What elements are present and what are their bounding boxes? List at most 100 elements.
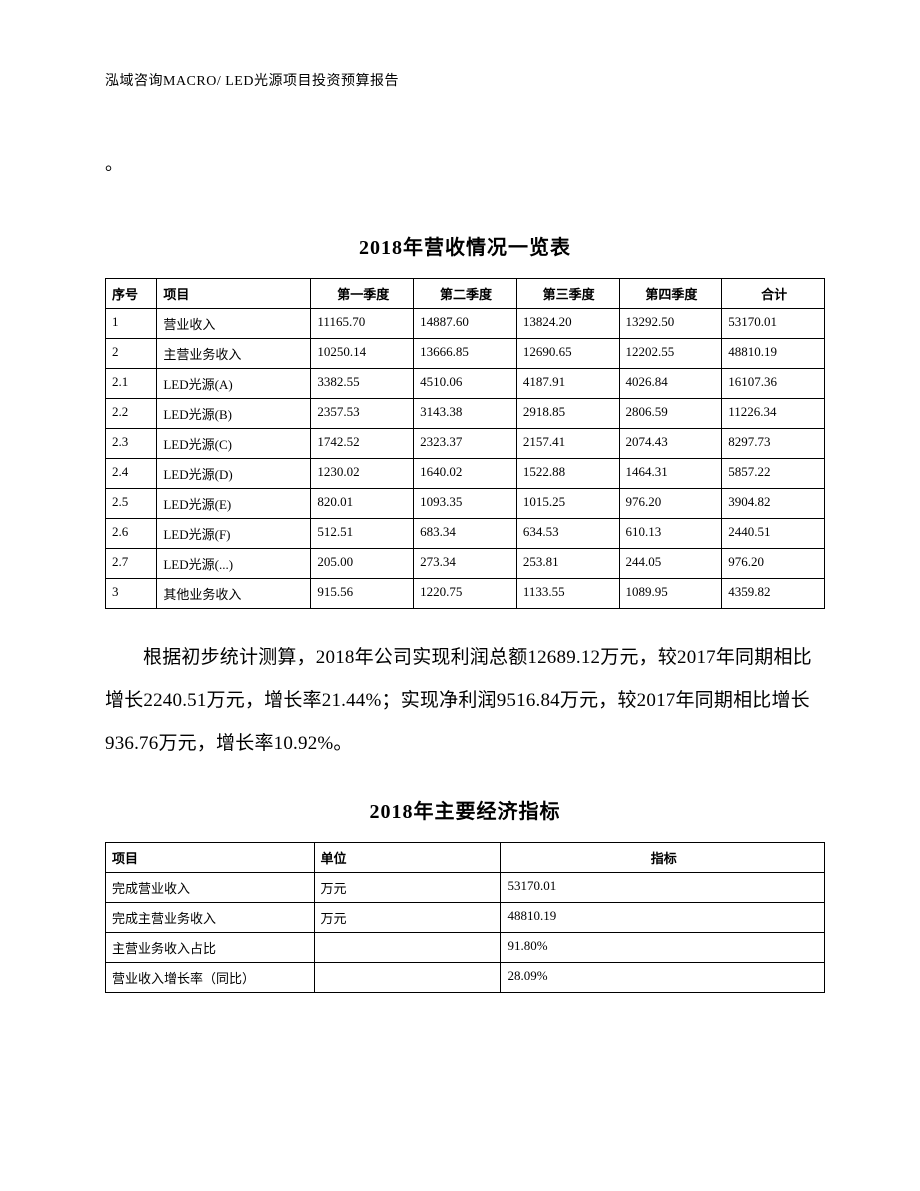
cell: 253.81 bbox=[516, 549, 619, 579]
col-item: 项目 bbox=[157, 279, 311, 309]
cell: 1464.31 bbox=[619, 459, 722, 489]
cell: 13824.20 bbox=[516, 309, 619, 339]
table-header-row: 项目 单位 指标 bbox=[106, 843, 825, 873]
cell: 1742.52 bbox=[311, 429, 414, 459]
cell: 1522.88 bbox=[516, 459, 619, 489]
cell: 1133.55 bbox=[516, 579, 619, 609]
cell: 1089.95 bbox=[619, 579, 722, 609]
table1-title: 2018年营收情况一览表 bbox=[105, 231, 825, 260]
col-item: 项目 bbox=[106, 843, 315, 873]
cell: 3 bbox=[106, 579, 157, 609]
col-q4: 第四季度 bbox=[619, 279, 722, 309]
table-row: 2.6 LED光源(F) 512.51 683.34 634.53 610.13… bbox=[106, 519, 825, 549]
cell: 2918.85 bbox=[516, 399, 619, 429]
cell: 820.01 bbox=[311, 489, 414, 519]
table-row: 2.3 LED光源(C) 1742.52 2323.37 2157.41 207… bbox=[106, 429, 825, 459]
cell: 976.20 bbox=[722, 549, 825, 579]
page-header: 泓域咨询MACRO/ LED光源项目投资预算报告 bbox=[105, 70, 825, 90]
cell: 2.3 bbox=[106, 429, 157, 459]
col-q1: 第一季度 bbox=[311, 279, 414, 309]
cell: 3143.38 bbox=[414, 399, 517, 429]
cell: 16107.36 bbox=[722, 369, 825, 399]
cell: 2.5 bbox=[106, 489, 157, 519]
cell: 244.05 bbox=[619, 549, 722, 579]
analysis-paragraph: 根据初步统计测算，2018年公司实现利润总额12689.12万元，较2017年同… bbox=[105, 637, 825, 765]
table-row: 完成营业收入 万元 53170.01 bbox=[106, 873, 825, 903]
cell: 1093.35 bbox=[414, 489, 517, 519]
table-row: 2.4 LED光源(D) 1230.02 1640.02 1522.88 146… bbox=[106, 459, 825, 489]
cell: 48810.19 bbox=[501, 903, 825, 933]
cell: 28.09% bbox=[501, 963, 825, 993]
table-row: 2 主营业务收入 10250.14 13666.85 12690.65 1220… bbox=[106, 339, 825, 369]
col-unit: 单位 bbox=[314, 843, 501, 873]
cell: 10250.14 bbox=[311, 339, 414, 369]
revenue-table: 序号 项目 第一季度 第二季度 第三季度 第四季度 合计 1 营业收入 1116… bbox=[105, 278, 825, 609]
cell: 2440.51 bbox=[722, 519, 825, 549]
table2-title: 2018年主要经济指标 bbox=[105, 795, 825, 824]
cell: 3904.82 bbox=[722, 489, 825, 519]
col-indicator: 指标 bbox=[501, 843, 825, 873]
cell: 2074.43 bbox=[619, 429, 722, 459]
cell: 万元 bbox=[314, 903, 501, 933]
cell: LED光源(F) bbox=[157, 519, 311, 549]
cell: 11226.34 bbox=[722, 399, 825, 429]
col-q3: 第三季度 bbox=[516, 279, 619, 309]
cell: 主营业务收入占比 bbox=[106, 933, 315, 963]
cell: 2.7 bbox=[106, 549, 157, 579]
cell: 4510.06 bbox=[414, 369, 517, 399]
cell bbox=[314, 933, 501, 963]
cell: 营业收入 bbox=[157, 309, 311, 339]
cell: 完成营业收入 bbox=[106, 873, 315, 903]
table-row: 3 其他业务收入 915.56 1220.75 1133.55 1089.95 … bbox=[106, 579, 825, 609]
cell: 2357.53 bbox=[311, 399, 414, 429]
table-row: 2.7 LED光源(...) 205.00 273.34 253.81 244.… bbox=[106, 549, 825, 579]
cell: 2 bbox=[106, 339, 157, 369]
cell: LED光源(D) bbox=[157, 459, 311, 489]
cell: 2.2 bbox=[106, 399, 157, 429]
cell: 48810.19 bbox=[722, 339, 825, 369]
col-q2: 第二季度 bbox=[414, 279, 517, 309]
cell: 5857.22 bbox=[722, 459, 825, 489]
cell: 万元 bbox=[314, 873, 501, 903]
table-row: 2.2 LED光源(B) 2357.53 3143.38 2918.85 280… bbox=[106, 399, 825, 429]
cell: LED光源(A) bbox=[157, 369, 311, 399]
cell: 53170.01 bbox=[722, 309, 825, 339]
stray-punctuation: 。 bbox=[105, 150, 825, 176]
cell: LED光源(C) bbox=[157, 429, 311, 459]
cell: 2.1 bbox=[106, 369, 157, 399]
table-row: 主营业务收入占比 91.80% bbox=[106, 933, 825, 963]
cell: 915.56 bbox=[311, 579, 414, 609]
cell: 4026.84 bbox=[619, 369, 722, 399]
cell: 营业收入增长率（同比） bbox=[106, 963, 315, 993]
cell: 512.51 bbox=[311, 519, 414, 549]
cell: 1015.25 bbox=[516, 489, 619, 519]
cell: 1230.02 bbox=[311, 459, 414, 489]
cell bbox=[314, 963, 501, 993]
cell: 1640.02 bbox=[414, 459, 517, 489]
indicators-table: 项目 单位 指标 完成营业收入 万元 53170.01 完成主营业务收入 万元 … bbox=[105, 842, 825, 993]
cell: LED光源(...) bbox=[157, 549, 311, 579]
cell: 14887.60 bbox=[414, 309, 517, 339]
cell: 2806.59 bbox=[619, 399, 722, 429]
cell: 4187.91 bbox=[516, 369, 619, 399]
cell: 完成主营业务收入 bbox=[106, 903, 315, 933]
table-row: 营业收入增长率（同比） 28.09% bbox=[106, 963, 825, 993]
cell: 1 bbox=[106, 309, 157, 339]
cell: 11165.70 bbox=[311, 309, 414, 339]
cell: 12690.65 bbox=[516, 339, 619, 369]
cell: 12202.55 bbox=[619, 339, 722, 369]
cell: 634.53 bbox=[516, 519, 619, 549]
cell: 610.13 bbox=[619, 519, 722, 549]
col-seq: 序号 bbox=[106, 279, 157, 309]
cell: 8297.73 bbox=[722, 429, 825, 459]
cell: 4359.82 bbox=[722, 579, 825, 609]
cell: 13292.50 bbox=[619, 309, 722, 339]
table-row: 2.5 LED光源(E) 820.01 1093.35 1015.25 976.… bbox=[106, 489, 825, 519]
cell: 683.34 bbox=[414, 519, 517, 549]
table-row: 1 营业收入 11165.70 14887.60 13824.20 13292.… bbox=[106, 309, 825, 339]
cell: 273.34 bbox=[414, 549, 517, 579]
cell: 976.20 bbox=[619, 489, 722, 519]
cell: 91.80% bbox=[501, 933, 825, 963]
table-header-row: 序号 项目 第一季度 第二季度 第三季度 第四季度 合计 bbox=[106, 279, 825, 309]
cell: 1220.75 bbox=[414, 579, 517, 609]
